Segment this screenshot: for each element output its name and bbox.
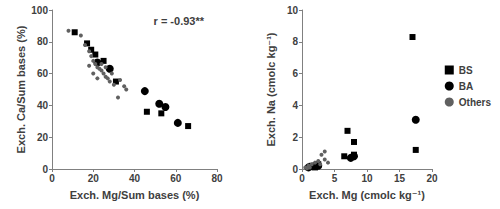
svg-text:80: 80 — [211, 173, 223, 184]
svg-text:40: 40 — [37, 100, 49, 111]
svg-text:40: 40 — [129, 173, 141, 184]
svg-text:20: 20 — [88, 173, 100, 184]
svg-text:Exch. Ca/Sum bases (%): Exch. Ca/Sum bases (%) — [15, 25, 27, 153]
svg-text:Exch. Mg/Sum bases (%): Exch. Mg/Sum bases (%) — [70, 189, 200, 201]
svg-text:0: 0 — [292, 164, 298, 175]
svg-text:100: 100 — [31, 5, 48, 16]
svg-text:0: 0 — [299, 173, 305, 184]
svg-text:0: 0 — [42, 164, 48, 175]
svg-text:2: 2 — [292, 132, 298, 143]
svg-text:Exch. Na (cmolc kg⁻¹): Exch. Na (cmolc kg⁻¹) — [265, 32, 277, 146]
svg-text:Others: Others — [459, 97, 492, 108]
svg-text:r = -0.93**: r = -0.93** — [154, 15, 205, 27]
svg-text:5: 5 — [332, 173, 338, 184]
svg-text:60: 60 — [37, 68, 49, 79]
svg-text:60: 60 — [170, 173, 182, 184]
svg-text:20: 20 — [37, 132, 49, 143]
svg-text:15: 15 — [394, 173, 406, 184]
svg-text:BA: BA — [459, 81, 473, 92]
svg-text:80: 80 — [37, 36, 49, 47]
svg-text:10: 10 — [287, 5, 299, 16]
svg-text:20: 20 — [426, 173, 438, 184]
svg-text:Exch. Mg (cmolc kg⁻¹): Exch. Mg (cmolc kg⁻¹) — [309, 189, 425, 201]
svg-text:4: 4 — [292, 100, 298, 111]
svg-text:BS: BS — [459, 65, 473, 76]
svg-text:10: 10 — [361, 173, 373, 184]
svg-text:0: 0 — [49, 173, 55, 184]
svg-text:6: 6 — [292, 68, 298, 79]
svg-text:8: 8 — [292, 36, 298, 47]
